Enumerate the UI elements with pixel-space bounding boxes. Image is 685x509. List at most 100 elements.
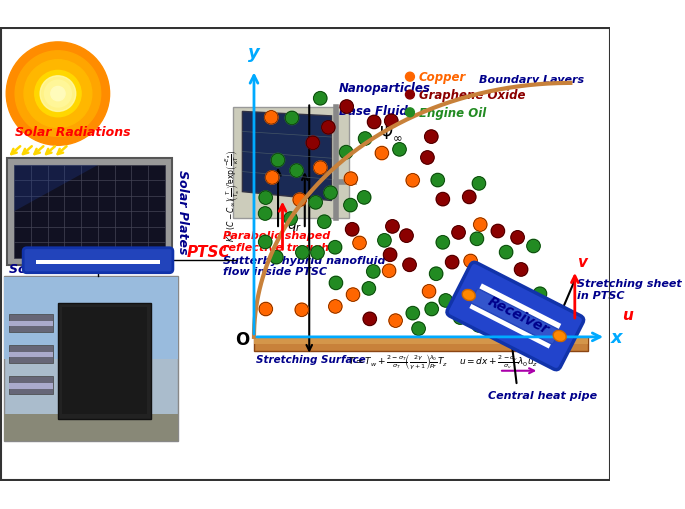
Circle shape xyxy=(514,263,527,276)
Circle shape xyxy=(309,196,323,210)
Ellipse shape xyxy=(462,290,475,301)
Circle shape xyxy=(423,285,436,298)
Circle shape xyxy=(549,304,562,318)
Circle shape xyxy=(266,172,279,185)
Circle shape xyxy=(412,322,425,335)
Circle shape xyxy=(367,116,381,129)
Circle shape xyxy=(358,191,371,205)
Text: Parabolic shaped: Parabolic shaped xyxy=(223,231,330,240)
Circle shape xyxy=(508,303,521,317)
Circle shape xyxy=(393,144,406,157)
FancyBboxPatch shape xyxy=(234,108,349,219)
Circle shape xyxy=(406,91,414,100)
Circle shape xyxy=(344,199,357,212)
Circle shape xyxy=(406,73,414,82)
Circle shape xyxy=(311,246,324,260)
FancyBboxPatch shape xyxy=(469,284,561,349)
Circle shape xyxy=(425,131,438,144)
Text: Base Fluid: Base Fluid xyxy=(338,105,408,118)
FancyBboxPatch shape xyxy=(36,257,160,261)
Circle shape xyxy=(472,319,485,332)
Circle shape xyxy=(431,174,445,187)
Text: v: v xyxy=(577,254,588,269)
Text: O: O xyxy=(235,330,249,348)
Circle shape xyxy=(51,87,65,101)
Circle shape xyxy=(511,231,524,245)
Circle shape xyxy=(258,207,272,221)
Circle shape xyxy=(362,282,375,296)
Circle shape xyxy=(384,248,397,262)
Circle shape xyxy=(344,173,358,186)
Circle shape xyxy=(436,193,449,207)
Text: Sutterby hybrid nanofluid: Sutterby hybrid nanofluid xyxy=(223,256,385,265)
Circle shape xyxy=(285,112,299,125)
FancyBboxPatch shape xyxy=(14,165,165,258)
Text: Graphene Oxide: Graphene Oxide xyxy=(419,89,525,102)
Polygon shape xyxy=(9,383,53,389)
Circle shape xyxy=(453,311,466,325)
FancyBboxPatch shape xyxy=(471,289,560,345)
Circle shape xyxy=(445,256,459,269)
Text: y: y xyxy=(248,44,260,62)
Circle shape xyxy=(473,218,487,232)
Circle shape xyxy=(340,146,353,159)
Circle shape xyxy=(386,220,399,234)
Circle shape xyxy=(329,277,342,290)
Text: $u = dx + \frac{2-\sigma_v}{\sigma_v}\lambda_0 u_z$: $u = dx + \frac{2-\sigma_v}{\sigma_v}\la… xyxy=(459,353,538,371)
Circle shape xyxy=(329,300,342,314)
Circle shape xyxy=(6,43,110,146)
FancyBboxPatch shape xyxy=(7,158,172,265)
Text: reflective trough: reflective trough xyxy=(223,242,329,252)
Circle shape xyxy=(324,187,337,200)
Text: Stretching Surface: Stretching Surface xyxy=(256,354,365,364)
Polygon shape xyxy=(254,337,588,351)
Circle shape xyxy=(314,162,327,175)
Circle shape xyxy=(363,313,377,326)
FancyBboxPatch shape xyxy=(5,415,178,441)
Polygon shape xyxy=(14,165,98,212)
Circle shape xyxy=(389,314,402,328)
Circle shape xyxy=(258,236,272,249)
FancyBboxPatch shape xyxy=(58,303,151,419)
Text: Central heat pipe: Central heat pipe xyxy=(488,390,597,400)
Circle shape xyxy=(452,227,465,240)
Text: Solar HVAC: Solar HVAC xyxy=(9,262,87,275)
Circle shape xyxy=(470,233,484,246)
Circle shape xyxy=(429,268,443,281)
Circle shape xyxy=(270,251,283,264)
Circle shape xyxy=(271,154,284,167)
Circle shape xyxy=(318,216,331,229)
Circle shape xyxy=(358,132,372,146)
Circle shape xyxy=(284,212,297,226)
Circle shape xyxy=(488,275,501,289)
Circle shape xyxy=(259,191,273,205)
Circle shape xyxy=(296,246,309,260)
FancyBboxPatch shape xyxy=(36,257,160,264)
Circle shape xyxy=(384,115,398,128)
Polygon shape xyxy=(9,314,53,332)
Circle shape xyxy=(472,177,486,191)
Circle shape xyxy=(24,61,92,128)
Circle shape xyxy=(377,234,391,247)
Ellipse shape xyxy=(553,331,566,342)
Circle shape xyxy=(314,93,327,106)
Circle shape xyxy=(353,237,366,250)
Circle shape xyxy=(35,71,81,118)
Circle shape xyxy=(406,307,419,320)
Circle shape xyxy=(322,122,335,135)
Polygon shape xyxy=(9,321,53,327)
Text: u: u xyxy=(622,307,633,323)
Polygon shape xyxy=(242,112,332,201)
Text: flow inside PTSC: flow inside PTSC xyxy=(223,267,327,277)
Text: Stretching sheet
in PTSC: Stretching sheet in PTSC xyxy=(577,278,682,300)
Circle shape xyxy=(464,255,477,268)
Polygon shape xyxy=(9,376,53,394)
Text: $T = T_w + \frac{2-\sigma_T}{\sigma_T}\!\left(\frac{2\gamma}{\gamma+1}\right)\!\: $T = T_w + \frac{2-\sigma_T}{\sigma_T}\!… xyxy=(349,353,449,372)
Circle shape xyxy=(439,294,452,307)
Circle shape xyxy=(403,259,416,272)
Circle shape xyxy=(375,147,388,160)
Circle shape xyxy=(491,225,505,238)
Circle shape xyxy=(264,111,278,125)
Circle shape xyxy=(462,191,476,204)
Text: Copper: Copper xyxy=(419,71,466,84)
